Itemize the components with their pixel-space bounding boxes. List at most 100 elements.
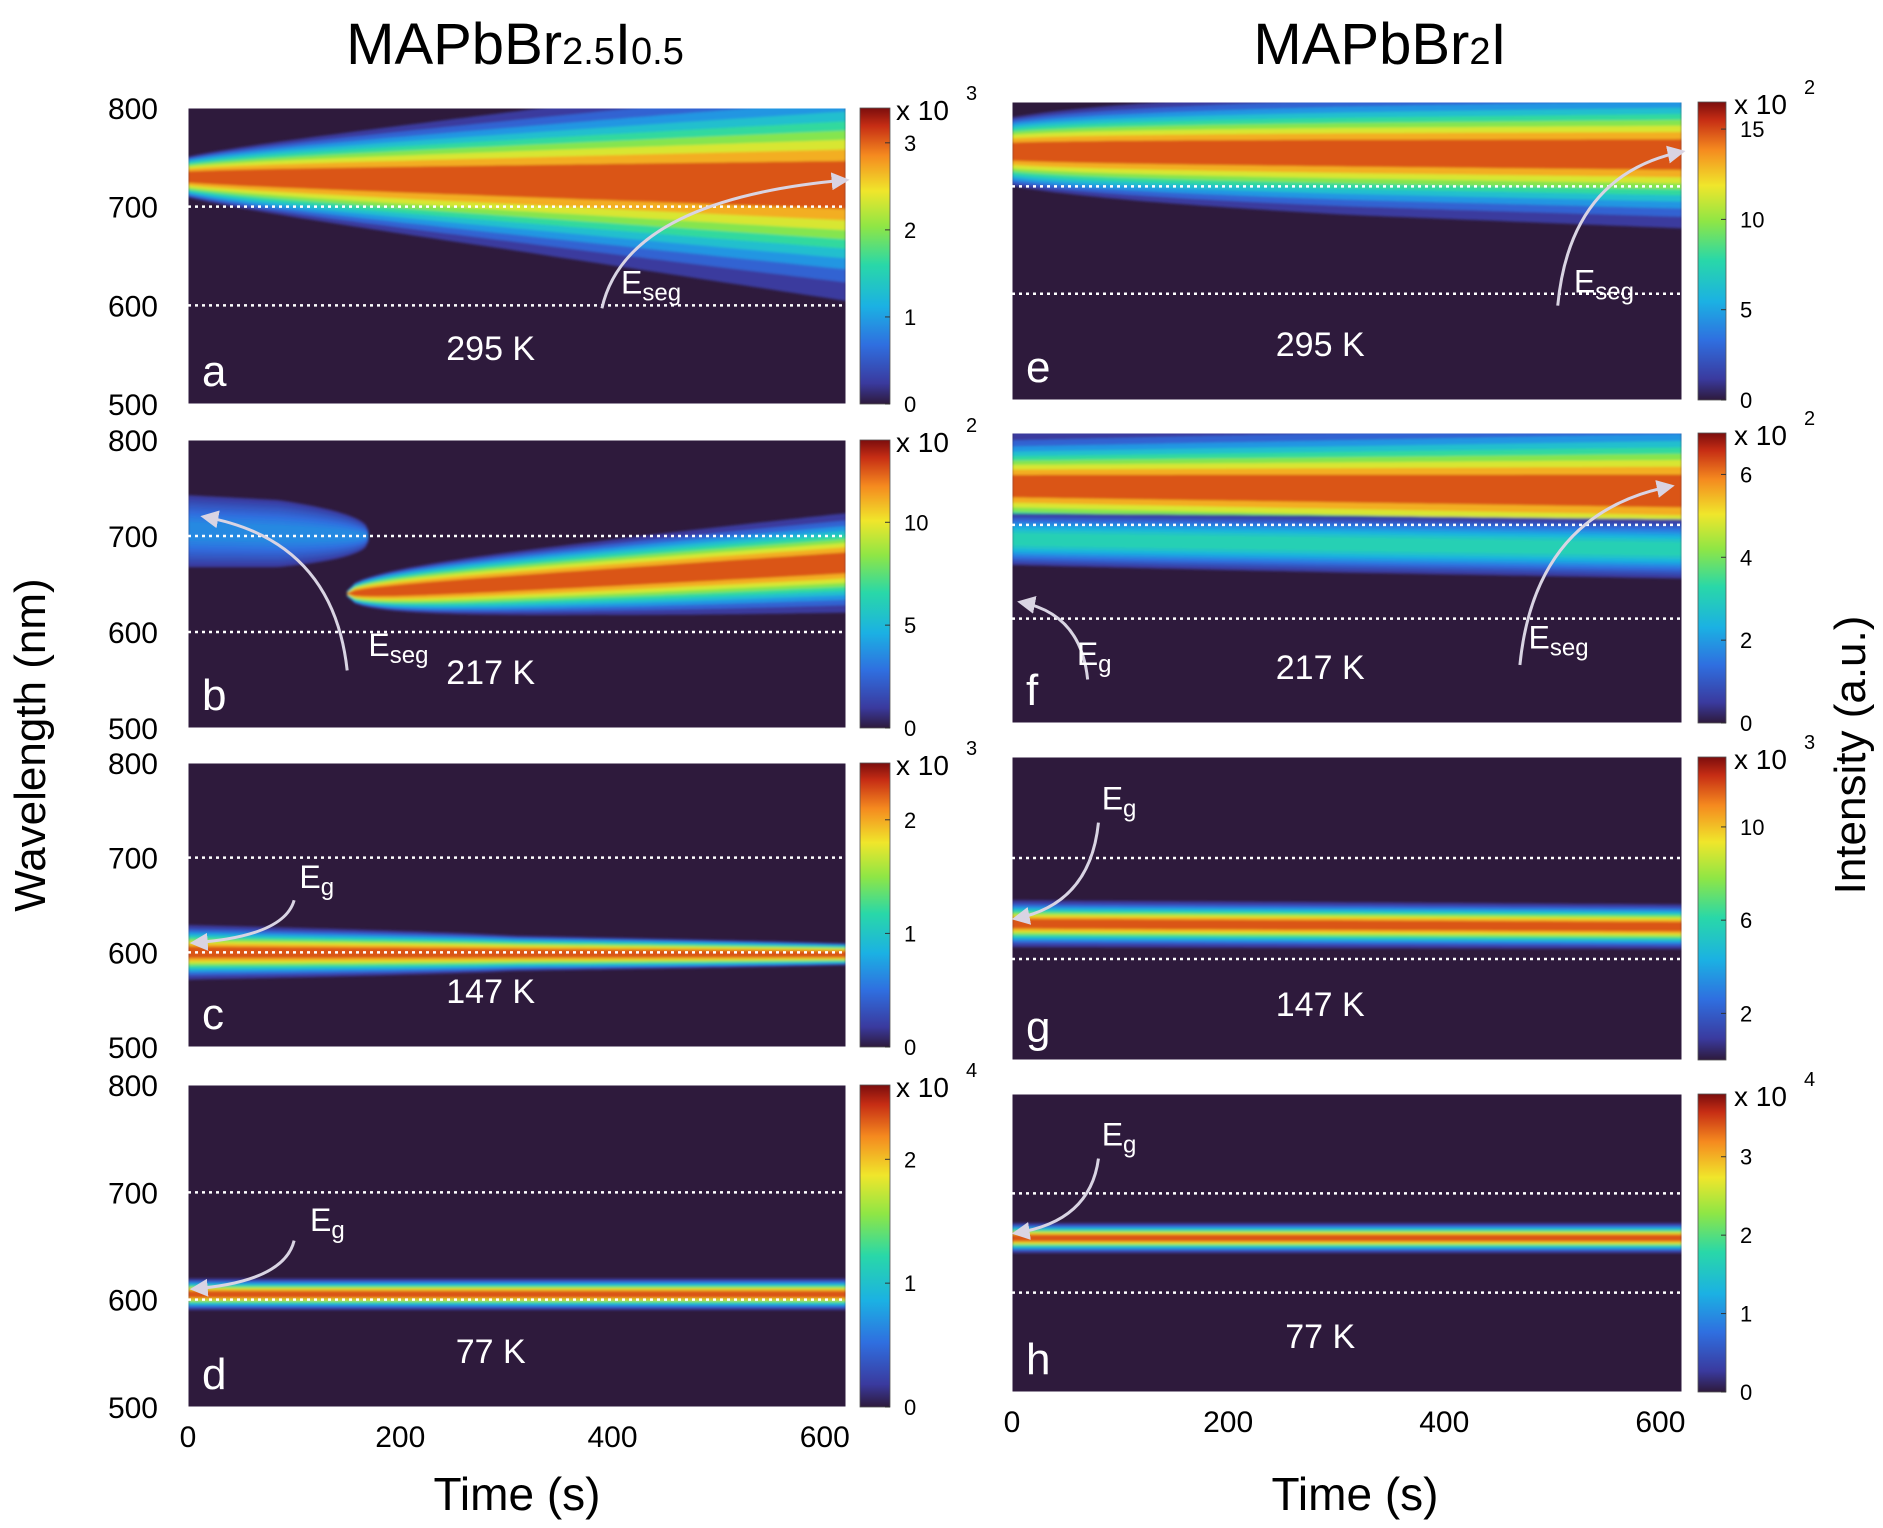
- colorbar-gradient: [859, 107, 891, 405]
- colorbar-tick-label: 0: [904, 1035, 916, 1060]
- y-tick-label: 700: [108, 192, 158, 225]
- colorbar-gradient: [859, 762, 891, 1048]
- colorbar: 2 6 10 x 10 3: [1697, 732, 1815, 1061]
- y-tick-label: 600: [108, 937, 158, 970]
- colorbar-tick-label: 6: [1740, 908, 1752, 933]
- annotation-label: Eseg: [1529, 620, 1589, 662]
- x-tick-label: 600: [1635, 1406, 1685, 1439]
- annotation-arrow: [189, 1240, 296, 1297]
- heatmap-cells: [1012, 1223, 1682, 1254]
- annotation: Eseg: [200, 510, 428, 671]
- x-tick-label: 400: [587, 1421, 637, 1454]
- colorbar-tick-label: 2: [1740, 1001, 1752, 1026]
- panel-letter: a: [202, 347, 227, 396]
- colorbar: 0 2 4 6 x 10 2: [1697, 408, 1815, 736]
- heatmap-band-level: [1012, 533, 1682, 556]
- panel-frame: [187, 762, 847, 1048]
- y-tick-label: 500: [108, 1032, 158, 1065]
- heatmap-band-level: [188, 521, 369, 543]
- annotation-arrow: [1011, 822, 1100, 925]
- panel-frame: [187, 107, 847, 405]
- colorbar-tick-label: 1: [904, 1271, 916, 1296]
- panel-c: c 147 K Eg 500 600 700 800 0 1 2 x 10 3: [108, 738, 977, 1065]
- heatmap-background: [188, 1085, 846, 1407]
- x-axis-label-left: Time (s): [434, 1468, 601, 1520]
- temperature-label: 147 K: [446, 973, 535, 1011]
- colorbar-axis-label: Intensity (a.u.): [1826, 616, 1875, 895]
- y-axis-label: Wavelength (nm): [6, 578, 55, 911]
- annotation: Eg: [1011, 1117, 1137, 1240]
- y-tick-label: 500: [108, 389, 158, 422]
- panel-g: g 147 K Eg 2 6 10 x 10 3: [1011, 732, 1815, 1061]
- colorbar-tick-label: 10: [1740, 207, 1764, 232]
- panel-frame: [1011, 1093, 1683, 1393]
- panel-frame: [1011, 432, 1683, 724]
- colorbar-tick-label: 5: [1740, 298, 1752, 323]
- colorbar-scale-exponent: 2: [966, 415, 977, 437]
- colorbar-scale-label: x 10: [1734, 1081, 1787, 1112]
- annotation-label: Eseg: [621, 264, 681, 306]
- temperature-label: 295 K: [1276, 326, 1365, 364]
- y-tick-label: 700: [108, 1177, 158, 1210]
- colorbar-tick-label: 2: [904, 808, 916, 833]
- annotation-label: Eg: [1077, 636, 1112, 678]
- y-tick-label: 800: [108, 93, 158, 126]
- heatmap-cells: [1012, 102, 1682, 229]
- colorbar-tick-label: 0: [1740, 388, 1752, 413]
- heatmap-band-level: [1012, 918, 1682, 932]
- annotation-arrow: [600, 172, 850, 309]
- heatmap-band-level: [1012, 139, 1682, 170]
- annotation-arrow: [200, 510, 349, 671]
- colorbar: 0 5 10 15x 10 2: [1697, 77, 1815, 413]
- x-tick-label: 200: [375, 1421, 425, 1454]
- panel-letter: c: [202, 990, 224, 1039]
- y-tick-label: 500: [108, 1392, 158, 1425]
- panel-b: b 217 K Eseg 500 600 700 800 0 5 10 x 10 2: [108, 415, 977, 746]
- colorbar-scale-exponent: 4: [966, 1060, 977, 1082]
- heatmap-cells: [188, 1278, 846, 1310]
- annotation-arrow: [1017, 596, 1090, 680]
- annotation-label: Eseg: [1574, 264, 1634, 306]
- temperature-label: 147 K: [1276, 986, 1365, 1024]
- colorbar-tick-label: 2: [904, 218, 916, 243]
- temperature-label: 217 K: [1276, 649, 1365, 687]
- panel-a: a 295 K Eseg 500 600 700 800 0 1 2 3 x 10 3: [108, 83, 977, 422]
- colorbar-scale-label: x 10: [1734, 420, 1787, 451]
- colorbar: 0 5 10 x 10 2: [859, 415, 977, 741]
- colorbar-tick-label: 6: [1740, 462, 1752, 487]
- colorbar-tick-label: 0: [904, 1395, 916, 1420]
- annotation-label: Eg: [1102, 781, 1137, 823]
- colorbar-tick-label: 1: [904, 305, 916, 330]
- annotation-label: Eg: [1102, 1117, 1137, 1159]
- right-title: MAPbBr2I: [1253, 12, 1506, 77]
- colorbar-tick-label: 2: [1740, 1223, 1752, 1248]
- left-title: MAPbBr2.5I0.5: [346, 12, 684, 77]
- colorbar-gradient: [1697, 1093, 1727, 1393]
- x-tick-label: 400: [1419, 1406, 1469, 1439]
- colorbar-tick-label: 5: [904, 613, 916, 638]
- colorbar: 0 1 2 3 x 10 4: [1697, 1069, 1815, 1405]
- colorbar-gradient: [859, 439, 891, 729]
- colorbar-tick-label: 2: [1740, 628, 1752, 653]
- y-tick-label: 600: [108, 1285, 158, 1318]
- x-axis-label-right: Time (s): [1272, 1468, 1439, 1520]
- annotation: Eg: [189, 1202, 345, 1297]
- x-tick-label: 200: [1203, 1406, 1253, 1439]
- panel-f: f 217 K Eseg Eg 0 2 4 6 x 10 2: [1011, 408, 1815, 736]
- y-tick-label: 800: [108, 1070, 158, 1103]
- heatmap-band-level: [1012, 1234, 1682, 1242]
- annotation: Eseg: [1556, 145, 1686, 306]
- panel-e: e 295 K Eseg 0 5 10 15x 10 2: [1011, 77, 1815, 413]
- colorbar-tick-label: 1: [904, 921, 916, 946]
- x-tick-label: 600: [800, 1421, 850, 1454]
- annotation-label: Eseg: [368, 627, 428, 669]
- colorbar-tick-label: 15: [1740, 117, 1764, 142]
- colorbar-tick-label: 0: [1740, 1380, 1752, 1405]
- annotation: Eg: [189, 859, 334, 951]
- y-tick-label: 500: [108, 713, 158, 746]
- y-tick-label: 700: [108, 521, 158, 554]
- y-tick-label: 800: [108, 748, 158, 781]
- colorbar-scale-label: x 10: [896, 1072, 949, 1103]
- annotation: Eseg: [600, 172, 850, 309]
- y-tick-label: 600: [108, 617, 158, 650]
